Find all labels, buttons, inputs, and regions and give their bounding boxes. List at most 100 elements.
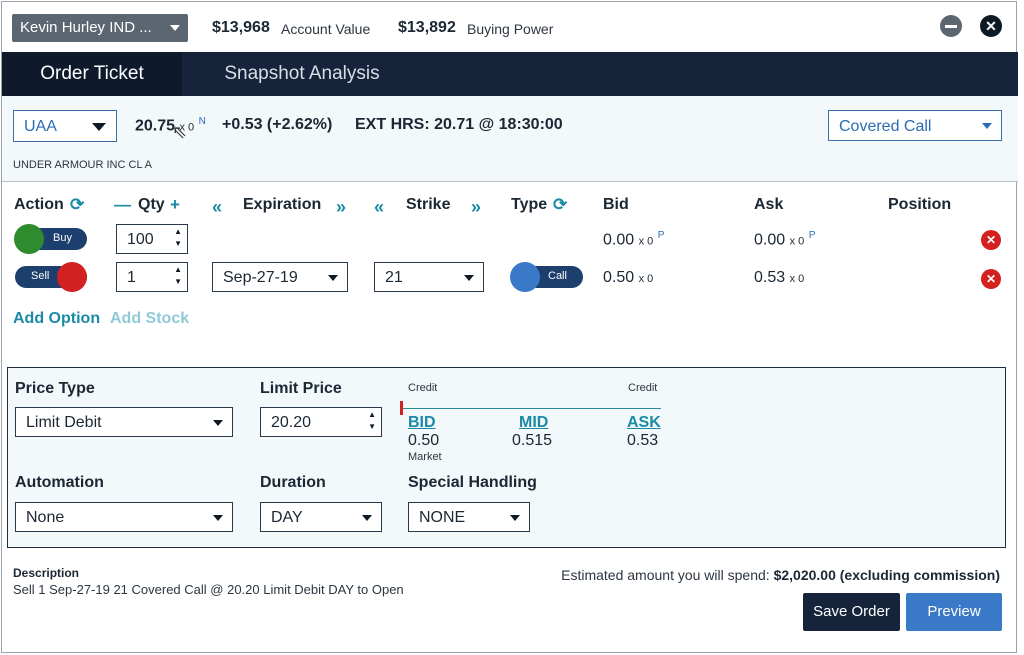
account-value-label: Account Value — [281, 21, 371, 37]
bid-size: x 0 — [638, 235, 654, 248]
sell-toggle[interactable]: Sell — [15, 262, 87, 292]
chevron-down-icon — [328, 275, 338, 281]
swap-icon[interactable]: ⟳ — [553, 195, 568, 214]
duration-select[interactable]: DAY — [260, 502, 382, 532]
automation-value: None — [26, 509, 65, 526]
remove-leg-icon[interactable]: ✕ — [981, 269, 1001, 289]
ask-exchange: P — [808, 230, 816, 241]
spin-up-icon[interactable]: ▲ — [174, 227, 182, 236]
market-label: Market — [408, 451, 442, 463]
add-option-link[interactable]: Add Option — [13, 310, 101, 327]
qty-stepper[interactable]: 100 ▲ ▼ — [116, 224, 188, 254]
spin-up-icon[interactable]: ▲ — [174, 265, 182, 274]
ask-header: Ask — [754, 196, 784, 213]
chevron-down-icon — [170, 25, 180, 31]
limit-price-value: 20.20 — [271, 414, 312, 431]
ask-link[interactable]: ASK — [627, 414, 661, 431]
mouse-cursor-icon: ⇖ — [172, 122, 188, 142]
qty-stepper[interactable]: 1 ▲ ▼ — [116, 262, 188, 292]
price-type-select[interactable]: Limit Debit — [15, 407, 233, 437]
limit-price-label: Limit Price — [260, 380, 342, 397]
qty-value: 1 — [127, 269, 136, 286]
save-order-button[interactable]: Save Order — [803, 593, 900, 631]
ask-size: x 0 — [789, 235, 805, 248]
chevron-right-icon[interactable]: » — [471, 197, 482, 217]
strike-select[interactable]: 21 — [374, 262, 484, 292]
duration-label: Duration — [260, 474, 326, 491]
toggle-knob — [510, 262, 540, 292]
strike-value: 21 — [385, 269, 403, 286]
buying-power-label: Buying Power — [467, 21, 554, 37]
order-description: Sell 1 Sep-27-19 21 Covered Call @ 20.20… — [13, 582, 404, 597]
chevron-down-icon — [982, 123, 992, 129]
estimate-value: $2,020.00 (excluding commission) — [773, 567, 1000, 583]
spin-down-icon[interactable]: ▼ — [174, 239, 182, 248]
chevron-down-icon — [213, 515, 223, 521]
type-header: Type — [511, 196, 548, 213]
tab-snapshot-analysis[interactable]: Snapshot Analysis — [224, 63, 380, 84]
last-exchange: N — [198, 116, 206, 127]
special-handling-select[interactable]: NONE — [408, 502, 530, 532]
account-selector[interactable]: Kevin Hurley IND ... — [12, 14, 188, 42]
remove-leg-icon[interactable]: ✕ — [981, 230, 1001, 250]
symbol-selector[interactable]: UAA — [13, 110, 117, 142]
ask-value: 0.53 — [754, 269, 786, 286]
ask-value: 0.00 — [754, 231, 786, 249]
credit-label-left: Credit — [408, 382, 438, 394]
duration-value: DAY — [271, 509, 303, 526]
minimize-icon[interactable] — [940, 15, 962, 37]
close-icon[interactable]: ✕ — [980, 15, 1002, 37]
spin-down-icon[interactable]: ▼ — [174, 277, 182, 286]
strategy-selector[interactable]: Covered Call — [828, 110, 1002, 141]
chevron-down-icon — [213, 420, 223, 426]
minus-icon[interactable]: — — [114, 195, 131, 214]
swap-icon[interactable]: ⟳ — [70, 195, 85, 214]
chevron-down-icon — [510, 515, 520, 521]
automation-select[interactable]: None — [15, 502, 233, 532]
preview-button[interactable]: Preview — [906, 593, 1002, 631]
plus-icon[interactable]: + — [170, 195, 180, 214]
tab-bar: Order Ticket Snapshot Analysis — [2, 52, 1018, 96]
price-type-label: Price Type — [15, 380, 95, 397]
estimated-amount: Estimated amount you will spend: $2,020.… — [561, 567, 1000, 583]
description-label: Description — [13, 566, 80, 580]
order-panel: Price Type Limit Debit Limit Price 20.20… — [7, 367, 1006, 548]
strategy-label: Covered Call — [839, 118, 932, 135]
bid-header: Bid — [603, 196, 629, 213]
credit-label-right: Credit — [628, 382, 658, 394]
bid-quote: 0.50 x 0 — [603, 269, 653, 287]
chevron-left-icon[interactable]: « — [374, 197, 385, 217]
buy-toggle[interactable]: Buy — [14, 224, 87, 254]
bid-quote: 0.00 x 0 P — [603, 230, 664, 249]
position-header: Position — [888, 196, 952, 213]
special-handling-value: NONE — [419, 509, 466, 526]
expiration-select[interactable]: Sep-27-19 — [212, 262, 348, 292]
price-type-value: Limit Debit — [26, 414, 102, 431]
limit-price-stepper[interactable]: 20.20 ▲ ▼ — [260, 407, 382, 437]
action-label: Buy — [53, 232, 72, 244]
chevron-left-icon[interactable]: « — [212, 197, 223, 217]
bid-size: x 0 — [638, 273, 654, 285]
last-size: x 0 — [179, 121, 195, 134]
chevron-right-icon[interactable]: » — [336, 197, 347, 217]
add-stock-link[interactable]: Add Stock — [110, 310, 190, 327]
expiration-value: Sep-27-19 — [223, 269, 298, 286]
account-bar: Kevin Hurley IND ... $13,968 Account Val… — [2, 2, 1016, 50]
estimate-prefix: Estimated amount you will spend: — [561, 567, 770, 583]
buying-power-value: $13,892 — [398, 19, 456, 36]
bid-value: 0.00 — [603, 231, 635, 249]
spin-down-icon[interactable]: ▼ — [368, 422, 376, 431]
tab-order-ticket[interactable]: Order Ticket — [2, 52, 182, 96]
spin-up-icon[interactable]: ▲ — [368, 410, 376, 419]
price-range-line — [401, 408, 661, 409]
last-price-value: 20.75 — [135, 117, 176, 135]
bid-link[interactable]: BID — [408, 414, 436, 431]
chevron-down-icon — [464, 275, 474, 281]
price-change: +0.53 (+2.62%) — [222, 116, 333, 133]
strike-header: Strike — [406, 196, 451, 213]
call-put-toggle[interactable]: Call — [510, 262, 583, 292]
ask-quote: 0.00 x 0 P — [754, 230, 815, 249]
ask-price: 0.53 — [627, 432, 659, 449]
mid-link[interactable]: MID — [519, 414, 549, 431]
bid-value: 0.50 — [603, 269, 635, 286]
